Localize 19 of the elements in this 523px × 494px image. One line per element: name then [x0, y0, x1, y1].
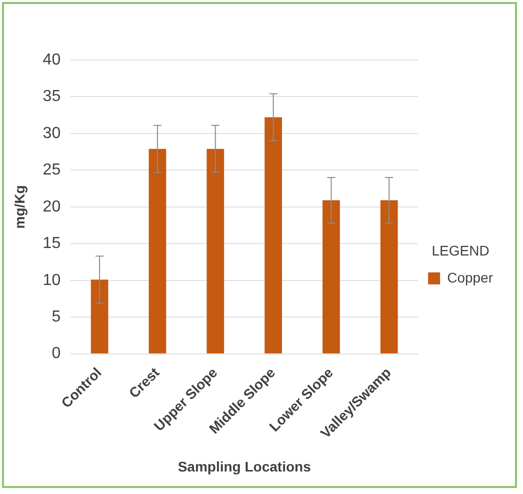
y-tick-label: 5	[52, 308, 61, 326]
y-axis-title: mg/Kg	[11, 185, 28, 229]
y-tick-label: 35	[42, 88, 61, 106]
legend-label: Copper	[447, 269, 494, 286]
y-tick-label: 30	[42, 124, 61, 142]
legend-title: LEGEND	[432, 242, 490, 258]
y-tick-label: 20	[42, 198, 61, 216]
bar	[148, 148, 166, 354]
y-tick-label: 40	[42, 51, 61, 68]
y-tick-label: 25	[42, 162, 61, 179]
y-tick-label: 15	[42, 235, 61, 252]
y-tick-label: 0	[52, 345, 61, 362]
bar	[206, 148, 224, 354]
bar	[264, 117, 282, 354]
x-axis-title: Sampling Locations	[178, 458, 312, 474]
bar	[322, 200, 340, 354]
bar	[90, 280, 108, 354]
y-tick-label: 10	[42, 272, 61, 289]
bar	[380, 200, 398, 354]
